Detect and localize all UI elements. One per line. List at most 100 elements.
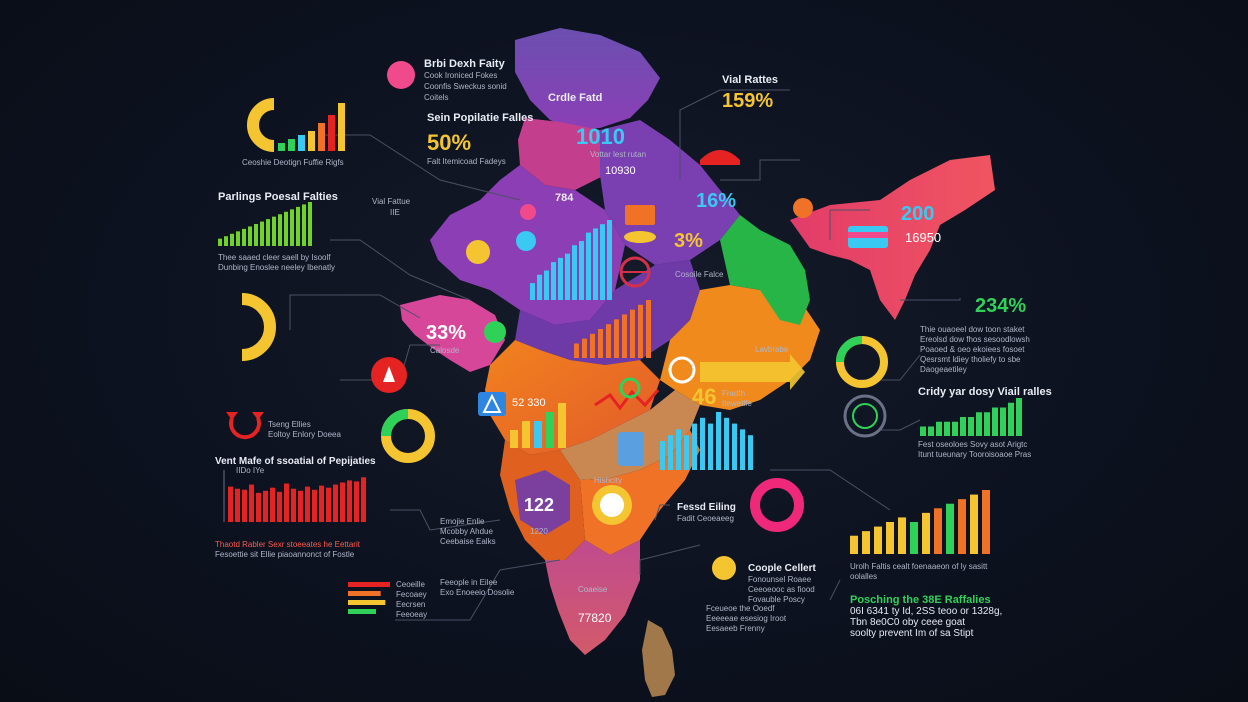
donut-chart-right-seg xyxy=(836,336,863,363)
vent-bars-bar xyxy=(298,490,303,522)
pct-50: 50% xyxy=(427,130,472,155)
n-122: 122 xyxy=(524,495,555,515)
poschng-3: soolty prevent Im of sa Stipt xyxy=(850,628,974,639)
cridy-bars-bar xyxy=(928,426,934,436)
couple-text-2: Ceeoeooc as fiood xyxy=(748,585,815,594)
legend-bot-1: Ceoeille xyxy=(396,580,425,589)
gauge-bars-bar xyxy=(318,123,325,151)
half-ring-icon xyxy=(241,293,276,361)
ctr-low-bars-bar xyxy=(638,304,643,358)
pin-icon xyxy=(520,204,536,220)
crab-icon xyxy=(700,150,740,165)
color-bars-bar xyxy=(898,517,906,554)
n-200: 200 xyxy=(901,203,935,225)
urah-1: Urolh Faltis cealt foenaaeon of ly sasit… xyxy=(850,562,988,571)
ctr-low-bars-bar xyxy=(606,324,611,358)
gauge-icon xyxy=(247,98,275,152)
vent-bars-bar xyxy=(340,482,345,522)
pct-3: 3% xyxy=(674,230,703,252)
center-bars-bar xyxy=(572,245,577,300)
vent-bars-bar xyxy=(270,487,275,522)
color-bars-bar xyxy=(970,494,978,554)
radar-icon-ring xyxy=(852,403,878,429)
parlings-bars-bar xyxy=(272,216,276,246)
pct-234-text-3: Poaoed & oeo ekoiees fosoet xyxy=(920,345,1025,354)
cradle-label: Crdle Fatd xyxy=(548,92,603,104)
cridy-bars-bar xyxy=(968,417,974,436)
fuli-label: Hishcity xyxy=(594,476,623,485)
parlings-bars-bar xyxy=(260,221,264,246)
ctr-low-bars-bar xyxy=(646,300,651,358)
pct-33: 33% xyxy=(426,322,467,344)
center-bars-bar xyxy=(551,262,556,300)
vent-bars-bar xyxy=(249,484,254,522)
tseng-label: Tseng Ellies xyxy=(268,420,311,429)
gauge-text: Ceoshie Deotign Fuffie Rigfs xyxy=(242,158,344,167)
legend-bar xyxy=(348,582,390,587)
cridy-bars-bar xyxy=(1008,402,1014,436)
triangle-icon-glyph xyxy=(482,393,502,413)
legend-bar-chart xyxy=(348,582,390,614)
lavbrabe-label: Lavbrabe xyxy=(755,345,789,354)
mini-bars-bar xyxy=(534,421,542,448)
parlings-bars-bar xyxy=(284,211,288,246)
gear-icon xyxy=(619,377,641,399)
pct-234-text-2: Ereolsd dow fhos sesoodlowsh xyxy=(920,335,1030,344)
parlings-bars-bar xyxy=(242,228,246,246)
vent-bars-bar xyxy=(228,486,233,522)
pct-33-sub: Calosde xyxy=(430,346,460,355)
cridy-bars-bar xyxy=(976,412,982,436)
sblue-bars-bar xyxy=(708,423,713,470)
parlings-bars-bar xyxy=(236,231,240,246)
legend-bar xyxy=(348,609,376,614)
cridy-bars-bar xyxy=(992,407,998,436)
region-punjab xyxy=(518,118,620,190)
n-46-text-2: Itewetlfe xyxy=(722,399,752,408)
legend-mid-1: Emojie Enlie xyxy=(440,517,485,526)
pct-159: 159% xyxy=(722,90,774,112)
vent-bars-bar xyxy=(284,483,289,522)
vent-bars-bar xyxy=(263,490,268,522)
parlings-bars-bar xyxy=(290,209,294,246)
color-bars-bar xyxy=(946,503,954,554)
color-bars-bar xyxy=(910,522,918,554)
ctr-low-bars-bar xyxy=(598,329,603,358)
vent-bars-bar xyxy=(347,480,352,522)
gauge-bars-bar xyxy=(338,103,345,151)
pct-234-text-4: Qesrsmt ldiey tholiefy to sbe xyxy=(920,355,1021,364)
vent-bars-bar xyxy=(291,488,296,522)
vent-text-2: Fesoettie sit Ellie piaoannonct of Fostl… xyxy=(215,550,355,559)
mini-bar-chart xyxy=(510,403,566,448)
mini-bars-bar xyxy=(522,421,530,448)
coeaise-label: Coaeise xyxy=(578,585,608,594)
legend-low-1: Fceueoe the Ooedf xyxy=(706,604,775,613)
parlings-bars-bar xyxy=(254,224,258,246)
sblue-bars-bar xyxy=(692,423,697,470)
parlings-bars-bar xyxy=(302,204,306,246)
cridy-bars-bar xyxy=(920,426,926,436)
pct-234-text-5: Daogeaetiley xyxy=(920,365,967,374)
vent-bars-bar xyxy=(256,492,261,522)
center-bars-bar xyxy=(586,232,591,300)
cridy-bars-bar xyxy=(984,412,990,436)
color-bars-bar xyxy=(862,531,870,554)
pct-50-text: Falt Itemicoad Fadeys xyxy=(427,157,506,166)
arrows-icon-head-right xyxy=(252,412,264,420)
lightbulb-icon-inner xyxy=(600,493,624,517)
face-icon xyxy=(516,231,536,251)
parlings-bars-bar xyxy=(266,219,270,246)
couple-title: Coople Cellert xyxy=(748,563,816,574)
center-bars-bar xyxy=(558,257,563,300)
center-bars-bar xyxy=(537,274,542,300)
legend-low-3: Eesaeeb Frenny xyxy=(706,624,765,633)
cridy-bars-bar xyxy=(1000,407,1006,436)
color-bars-bar xyxy=(934,508,942,554)
sblue-bars-bar xyxy=(700,417,705,470)
donut-chart-left-seg xyxy=(381,409,409,437)
parlings-bars-bar xyxy=(278,214,282,246)
region-northeast xyxy=(790,155,995,320)
fire-icon-glyph xyxy=(383,366,395,382)
poschng-1: 06I 6341 ty Id, 2SS teoo or 1328g, xyxy=(850,606,1003,617)
cridy-text-2: Itunt tueunary Tooroisoaoe Pras xyxy=(918,450,1032,459)
